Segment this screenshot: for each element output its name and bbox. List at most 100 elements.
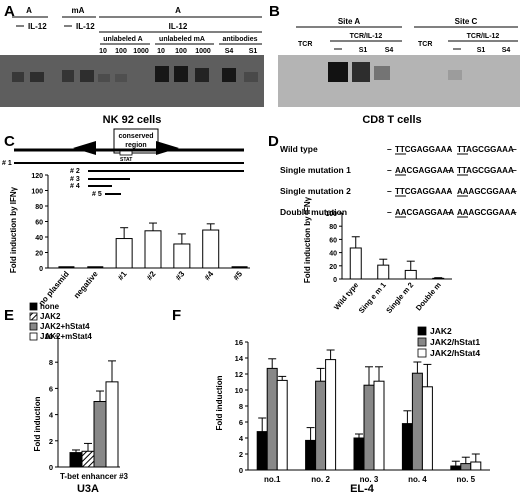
- y-axis-label-c: Fold induction by IFNγ: [9, 186, 18, 273]
- y-tick-label: 2: [239, 450, 243, 459]
- x-tick-label: T-bet enhancer #3: [60, 472, 129, 481]
- panel-f: F Fold induction 0 2 4 6 8 10 12 14 16 no.1 no. 2 n…: [172, 307, 490, 495]
- lane-il12-2: IL-12: [76, 22, 95, 31]
- bar: [202, 229, 220, 269]
- sequence-site-2: AAAGCGGAAA: [457, 208, 516, 217]
- legend-swatch: [417, 326, 427, 336]
- tcr-il12-label: TCR/IL-12: [350, 33, 383, 40]
- sequence-dash: –: [512, 165, 517, 175]
- y-tick-label: 60: [35, 220, 43, 227]
- sequence-site-1: TTCGAGGAAA: [395, 187, 453, 196]
- sequence-dash: –: [447, 165, 452, 175]
- legend-swatch: [29, 332, 38, 341]
- bar: [115, 238, 133, 269]
- chart-f: 0 2 4 6 8 10 12 14 16 no.1 no. 2 no. 3 no. 4 no. 5 JAK…: [235, 326, 490, 484]
- lane-label: S4: [225, 48, 234, 55]
- y-tick-label: 6: [239, 418, 243, 427]
- lane-label: S1: [359, 47, 368, 54]
- legend-label: JAK2/hStat4: [430, 348, 480, 358]
- lane-label: 100: [115, 48, 127, 55]
- sub-unlabeled-ma: unlabeled mA: [159, 36, 205, 43]
- bar: [363, 384, 375, 471]
- y-tick-label: 8: [239, 402, 243, 411]
- panel-d-letter: D: [268, 133, 279, 150]
- bar: [373, 380, 385, 471]
- bar: [432, 277, 445, 280]
- sub-unlabeled-a: unlabeled A: [103, 36, 142, 43]
- arrow-left-icon: [73, 141, 96, 155]
- lane-label: S1: [477, 47, 486, 54]
- panel-b-letter: B: [269, 3, 280, 20]
- y-tick-label: 60: [329, 237, 337, 244]
- bar: [325, 359, 337, 471]
- sequence-table: Wild type – TTCGAGGAAA– TTAGCGGAAA–Single m…: [280, 144, 517, 218]
- sequence-dash: –: [447, 186, 452, 196]
- y-tick-label: 80: [35, 204, 43, 211]
- x-tick-label: #2: [145, 269, 158, 282]
- y-tick-label: 80: [329, 224, 337, 231]
- tcr-label: TCR: [418, 41, 432, 48]
- bar: [69, 452, 83, 468]
- x-tick-label: Single m 2: [384, 281, 415, 316]
- y-tick-label: 0: [49, 463, 53, 472]
- bar: [305, 439, 317, 471]
- x-tick-label: no.1: [264, 475, 281, 484]
- x-tick-label: #5: [231, 269, 244, 282]
- gel-image-b: [278, 55, 520, 107]
- construct-label: # 4: [70, 183, 80, 190]
- y-tick-label: 0: [39, 266, 43, 273]
- header-a2: A: [175, 6, 181, 15]
- stat-site-box: [119, 150, 133, 156]
- legend-label: none: [40, 302, 60, 311]
- bar: [421, 386, 433, 471]
- x-tick-label: #1: [116, 269, 129, 282]
- legend-label: JAK2/hStat1: [430, 337, 480, 347]
- caption-f: EL-4: [350, 483, 375, 495]
- bar: [173, 243, 191, 269]
- bar: [105, 381, 119, 468]
- bar: [266, 367, 278, 471]
- panel-c: C conserved region STAT # 1 # 2 # 3 # 4 …: [2, 128, 250, 308]
- sequence-dash: –: [387, 207, 392, 217]
- y-tick-label: 20: [329, 264, 337, 271]
- y-tick-label: 120: [31, 173, 43, 180]
- sequence-row-label: Single mutation 1: [280, 165, 351, 175]
- lane-label: 1000: [133, 48, 149, 55]
- tcr-label: TCR: [298, 41, 312, 48]
- bar: [401, 423, 413, 471]
- bar: [93, 401, 107, 468]
- legend-swatch: [29, 312, 38, 321]
- y-tick-label: 100: [325, 211, 337, 218]
- y-tick-label: 100: [31, 189, 43, 196]
- y-tick-label: 14: [235, 354, 244, 363]
- gel-bands-b: [328, 62, 462, 82]
- lane-label: S4: [385, 47, 394, 54]
- lane-label: 1000: [195, 48, 211, 55]
- sequence-dash: –: [512, 186, 517, 196]
- caption-b: CD8 T cells: [362, 114, 421, 126]
- lane-label: S1: [249, 48, 258, 55]
- x-tick-label: no. 2: [311, 475, 330, 484]
- sequence-site-2: TTAGCGGAAA: [457, 166, 514, 175]
- panel-d: D Wild type – TTCGAGGAAA– TTAGCGGAAA–Single…: [268, 133, 517, 315]
- sequence-dash: –: [387, 165, 392, 175]
- lane-label: 10: [99, 48, 107, 55]
- legend-label: JAK2+mStat4: [40, 332, 92, 341]
- y-tick-label: 4: [239, 434, 244, 443]
- x-tick-label: no. 5: [456, 475, 475, 484]
- y-tick-label: 10: [45, 332, 53, 341]
- x-tick-label: #4: [203, 269, 216, 282]
- sequence-dash: –: [387, 144, 392, 154]
- construct-label: # 2: [70, 168, 80, 175]
- y-tick-label: 4: [49, 411, 54, 420]
- sequence-row-label: Wild type: [280, 144, 318, 154]
- y-axis-label-e: Fold induction: [33, 396, 42, 451]
- stat-label: STAT: [120, 157, 132, 163]
- x-tick-label: Double m: [414, 280, 443, 312]
- panel-a-letter: A: [4, 3, 15, 20]
- sequence-row-label: Double mutation: [280, 207, 347, 217]
- chart-e: 0 2 4 6 8 10 T-bet enhancer #3 noneJAK2JAK2+hSt…: [29, 302, 129, 481]
- bar: [256, 431, 268, 471]
- x-tick-label: no. 3: [360, 475, 379, 484]
